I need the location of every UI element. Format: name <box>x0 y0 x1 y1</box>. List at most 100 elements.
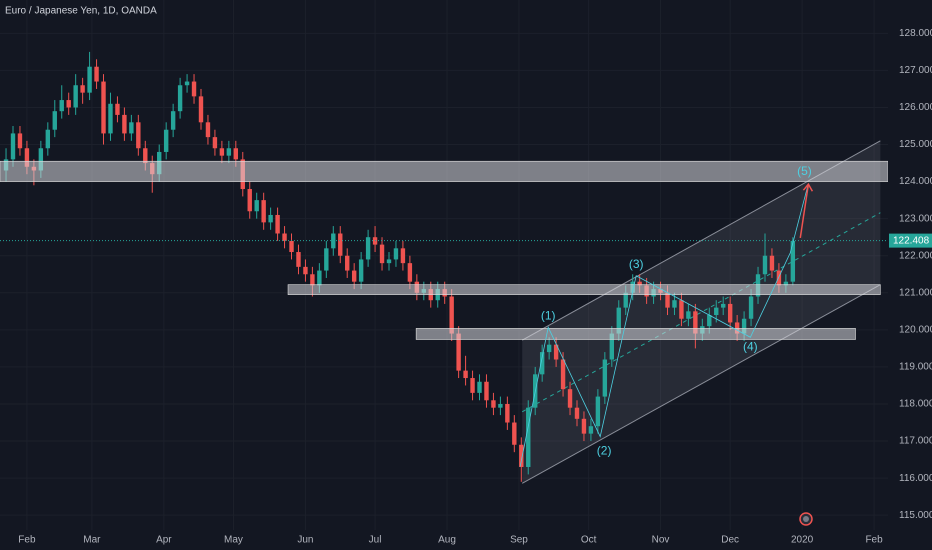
candle-body <box>491 400 496 408</box>
candle-body <box>623 292 628 308</box>
candle-body <box>317 270 322 286</box>
candle-body <box>184 81 190 86</box>
x-tick-label: Oct <box>581 535 597 546</box>
candle-body <box>679 300 684 319</box>
candle-body <box>539 352 545 375</box>
candle-body <box>73 85 78 108</box>
candle-body <box>741 318 747 334</box>
candle-body <box>219 148 225 156</box>
wave-label: (2) <box>597 444 612 458</box>
candle-body <box>247 189 252 212</box>
candle-body <box>379 244 385 264</box>
candle-body <box>693 311 698 334</box>
candle-body <box>505 403 510 423</box>
candle-body <box>136 122 141 149</box>
candle-body <box>449 296 454 334</box>
candle-body <box>727 303 733 323</box>
candle-body <box>477 381 482 393</box>
candle-body <box>226 148 232 156</box>
y-tick-label: 116.000 <box>899 473 932 484</box>
candle-body <box>45 129 51 149</box>
candle-body <box>748 296 754 319</box>
candle-body <box>463 370 468 379</box>
candle-body <box>80 85 85 93</box>
candle-body <box>87 66 92 93</box>
wave-label: (5) <box>797 164 812 178</box>
candle-body <box>303 266 308 275</box>
candle-body <box>115 103 120 115</box>
candle-body <box>581 418 587 434</box>
last-price-badge <box>889 233 932 248</box>
candle-body <box>358 259 364 282</box>
candle-body <box>212 137 218 149</box>
last-price-label: 122.408 <box>893 235 930 246</box>
candle-body <box>122 114 127 134</box>
x-tick-label: May <box>224 535 243 546</box>
candle-body <box>526 407 531 467</box>
candle-body <box>143 148 148 164</box>
candle-body <box>595 396 601 427</box>
candle-body <box>66 100 71 108</box>
candle-body <box>665 292 670 308</box>
candle-body <box>191 81 197 97</box>
candle-body <box>714 307 719 316</box>
x-tick-label: Dec <box>721 535 739 546</box>
candle-body <box>616 307 621 334</box>
candle-body <box>24 148 30 167</box>
x-tick-label: Apr <box>156 535 172 546</box>
candle-body <box>345 255 350 271</box>
candle-body <box>546 344 552 353</box>
y-tick-label: 115.000 <box>899 510 932 521</box>
zone <box>415 328 856 340</box>
event-icon-dot <box>803 516 809 522</box>
x-tick-label: Feb <box>865 535 883 546</box>
candle-body <box>163 129 169 152</box>
y-tick-label: 123.000 <box>899 213 932 224</box>
candle-body <box>602 359 608 397</box>
candle-body <box>282 233 287 241</box>
x-tick-label: Jul <box>369 535 382 546</box>
candle-body <box>769 255 775 271</box>
candle-body <box>254 200 259 212</box>
candle-body <box>233 148 239 160</box>
candle-body <box>553 344 559 360</box>
y-tick-label: 128.000 <box>899 28 932 39</box>
candle-body <box>484 381 489 401</box>
zone <box>0 160 889 182</box>
candle-body <box>686 311 691 319</box>
candle-body <box>519 444 524 467</box>
candle-body <box>275 214 280 234</box>
candle-body <box>289 240 294 253</box>
candle-body <box>170 111 176 130</box>
y-tick-label: 126.000 <box>899 102 932 113</box>
candle-body <box>261 200 266 223</box>
candle-body <box>365 237 371 260</box>
candle-body <box>762 255 768 275</box>
candle-body <box>512 422 517 445</box>
y-tick-label: 119.000 <box>899 362 932 373</box>
x-tick-label: Aug <box>438 535 456 546</box>
candle-body <box>609 333 615 360</box>
wave-label: (3) <box>629 257 644 271</box>
candle-body <box>198 96 204 123</box>
candle-body <box>38 148 44 171</box>
x-tick-label: 2020 <box>791 535 814 546</box>
candle-body <box>268 214 273 223</box>
candle-body <box>637 281 642 286</box>
x-tick-label: Sep <box>510 535 528 546</box>
candle-body <box>560 359 566 390</box>
candle-body <box>790 240 796 282</box>
candle-body <box>101 81 106 134</box>
candle-body <box>456 333 461 371</box>
x-tick-label: Mar <box>83 535 101 546</box>
candle-body <box>407 263 413 282</box>
candle-body <box>721 303 726 308</box>
candle-body <box>400 248 406 264</box>
wave-path <box>519 183 809 467</box>
candle-body <box>108 103 113 134</box>
y-tick-label: 117.000 <box>899 436 932 447</box>
candle-body <box>672 300 677 308</box>
chart-title: Euro / Japanese Yen, 1D, OANDA <box>5 6 157 17</box>
candle-body <box>588 426 594 434</box>
